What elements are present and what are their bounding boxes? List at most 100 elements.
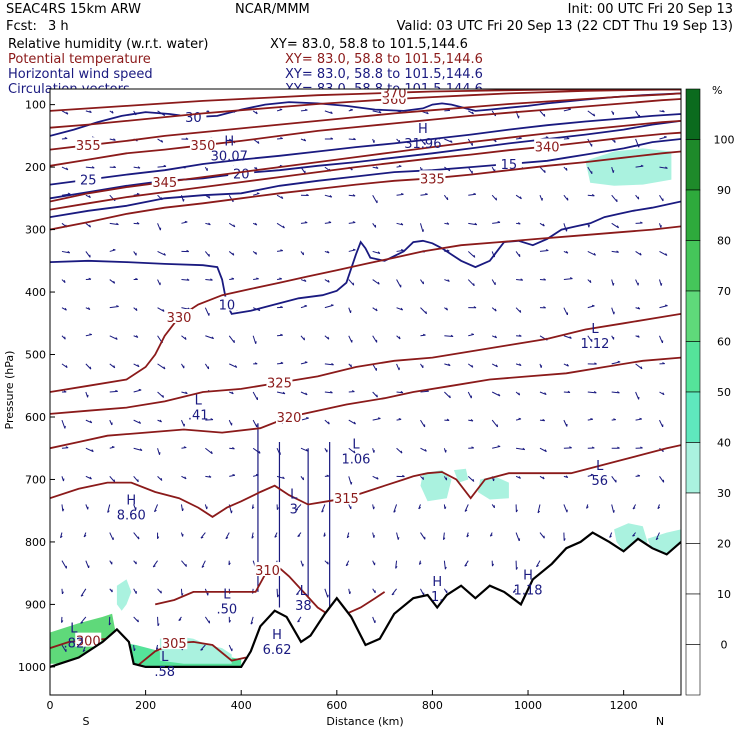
vector-arrow-240	[348, 307, 352, 314]
vector-arrow-131	[205, 447, 213, 455]
vector-arrow-19	[61, 644, 67, 652]
vector-arrow-255	[372, 223, 377, 228]
vector-arrow-335	[468, 419, 474, 422]
vector-arrow-371	[515, 475, 521, 479]
vector-arrow-124	[204, 251, 210, 257]
colorbar-label-4: 60	[717, 336, 731, 349]
vector-arrow-48	[109, 335, 118, 340]
vector-arrow-445	[635, 251, 642, 256]
vector-arrow-216	[324, 137, 334, 140]
vector-arrow-132	[205, 475, 212, 478]
vector-arrow-374	[515, 560, 518, 570]
vector-arrow-239	[348, 279, 355, 286]
vector-arrow-460	[659, 223, 662, 228]
vector-arrow-54	[107, 504, 111, 513]
vector-arrow-264	[372, 475, 379, 480]
vector-arrow-429	[611, 250, 619, 253]
wind-line-25-3	[50, 113, 681, 186]
vector-arrow-93	[154, 504, 159, 513]
theta-label-5: 325	[267, 377, 292, 392]
colorbar-unit: %	[712, 84, 722, 97]
field-name-1: Potential temperature	[8, 52, 151, 67]
colorbar-band-4	[685, 290, 701, 342]
vector-arrow-414	[587, 250, 596, 256]
vector-arrow-229	[321, 504, 326, 513]
vector-arrow-24	[85, 222, 91, 228]
vector-arrow-337	[467, 475, 475, 482]
vector-arrow-259	[372, 335, 378, 343]
vector-arrow-159	[252, 110, 258, 115]
vector-arrow-265	[372, 504, 375, 510]
vector-arrow-401	[563, 335, 572, 339]
vector-arrow-314	[444, 334, 454, 338]
theta-line-360-12	[50, 89, 681, 129]
vector-arrow-266	[372, 532, 375, 538]
vector-arrow-315	[444, 363, 451, 367]
vector-arrow-144	[228, 251, 235, 256]
vector-arrow-252	[372, 138, 375, 143]
vector-arrow-135	[201, 560, 206, 568]
theta-line-340-8	[50, 131, 681, 211]
vector-arrow-12	[61, 446, 69, 449]
wind-line-15-1	[50, 138, 681, 218]
vector-arrow-305	[420, 588, 425, 596]
field-legend: Relative humidity (w.r.t. water) XY= 83.0…	[8, 37, 483, 97]
vector-arrow-31	[85, 419, 93, 424]
vector-arrow-349	[491, 335, 497, 339]
vector-arrow-257	[372, 279, 380, 285]
vector-arrow-412	[587, 194, 595, 197]
vector-arrow-77	[133, 616, 139, 623]
vector-arrow-133	[204, 504, 208, 510]
vector-arrow-223	[324, 335, 330, 340]
x-tick-label-0: 0	[47, 699, 54, 712]
vector-arrow-428	[611, 222, 619, 229]
vector-arrow-301	[420, 475, 425, 480]
vector-arrow-220	[324, 250, 330, 254]
theta-line-315-3	[50, 444, 681, 518]
vector-arrow-91	[157, 448, 161, 455]
vector-arrow-84	[157, 250, 166, 256]
vector-arrow-375	[512, 588, 517, 593]
vector-arrow-267	[372, 560, 376, 566]
vector-arrow-459	[659, 194, 664, 202]
vector-arrow-158	[228, 644, 233, 652]
vector-arrow-370	[516, 447, 526, 451]
y-tick-label-1: 200	[25, 161, 46, 174]
vector-arrow-380	[539, 222, 545, 227]
vector-arrow-224	[324, 362, 334, 366]
vector-arrow-98	[155, 644, 159, 650]
extremum-value-8: .50	[217, 602, 238, 617]
vector-arrow-351	[491, 391, 501, 397]
vector-arrow-53	[109, 476, 116, 483]
init-time: Init: 00 UTC Fri 20 Sep 13	[568, 2, 733, 17]
vector-arrow-58	[108, 616, 112, 626]
vector-arrow-233	[348, 108, 353, 112]
colorbar-band-8	[685, 492, 701, 544]
vector-arrow-157	[228, 616, 231, 623]
y-tick-label-8: 900	[25, 598, 46, 611]
vector-arrow-47	[109, 305, 119, 309]
vector-arrow-214	[297, 616, 302, 623]
vector-arrow-411	[587, 166, 593, 175]
vector-arrow-327	[468, 192, 477, 196]
vector-arrow-197	[300, 138, 307, 142]
extremum-value-14: .82	[64, 637, 85, 652]
vector-arrow-121	[204, 166, 208, 171]
vector-arrow-63	[133, 222, 140, 225]
extremum-type-1: H	[418, 122, 428, 137]
vector-arrow-381	[539, 249, 549, 252]
vector-arrow-256	[372, 250, 381, 254]
vector-arrow-253	[372, 166, 379, 169]
vector-arrow-52	[109, 445, 115, 449]
terrain-outline	[50, 531, 681, 668]
vector-arrow-249	[345, 560, 350, 567]
vector-arrow-238	[348, 248, 356, 252]
vector-arrow-443	[635, 194, 640, 200]
vector-arrow-5	[61, 250, 71, 254]
vector-arrow-437	[611, 476, 617, 483]
vector-arrow-231	[324, 560, 329, 565]
wind-label-3: 25	[80, 174, 97, 189]
field-name-2: Horizontal wind speed	[8, 67, 153, 82]
vector-arrow-209	[300, 476, 305, 481]
